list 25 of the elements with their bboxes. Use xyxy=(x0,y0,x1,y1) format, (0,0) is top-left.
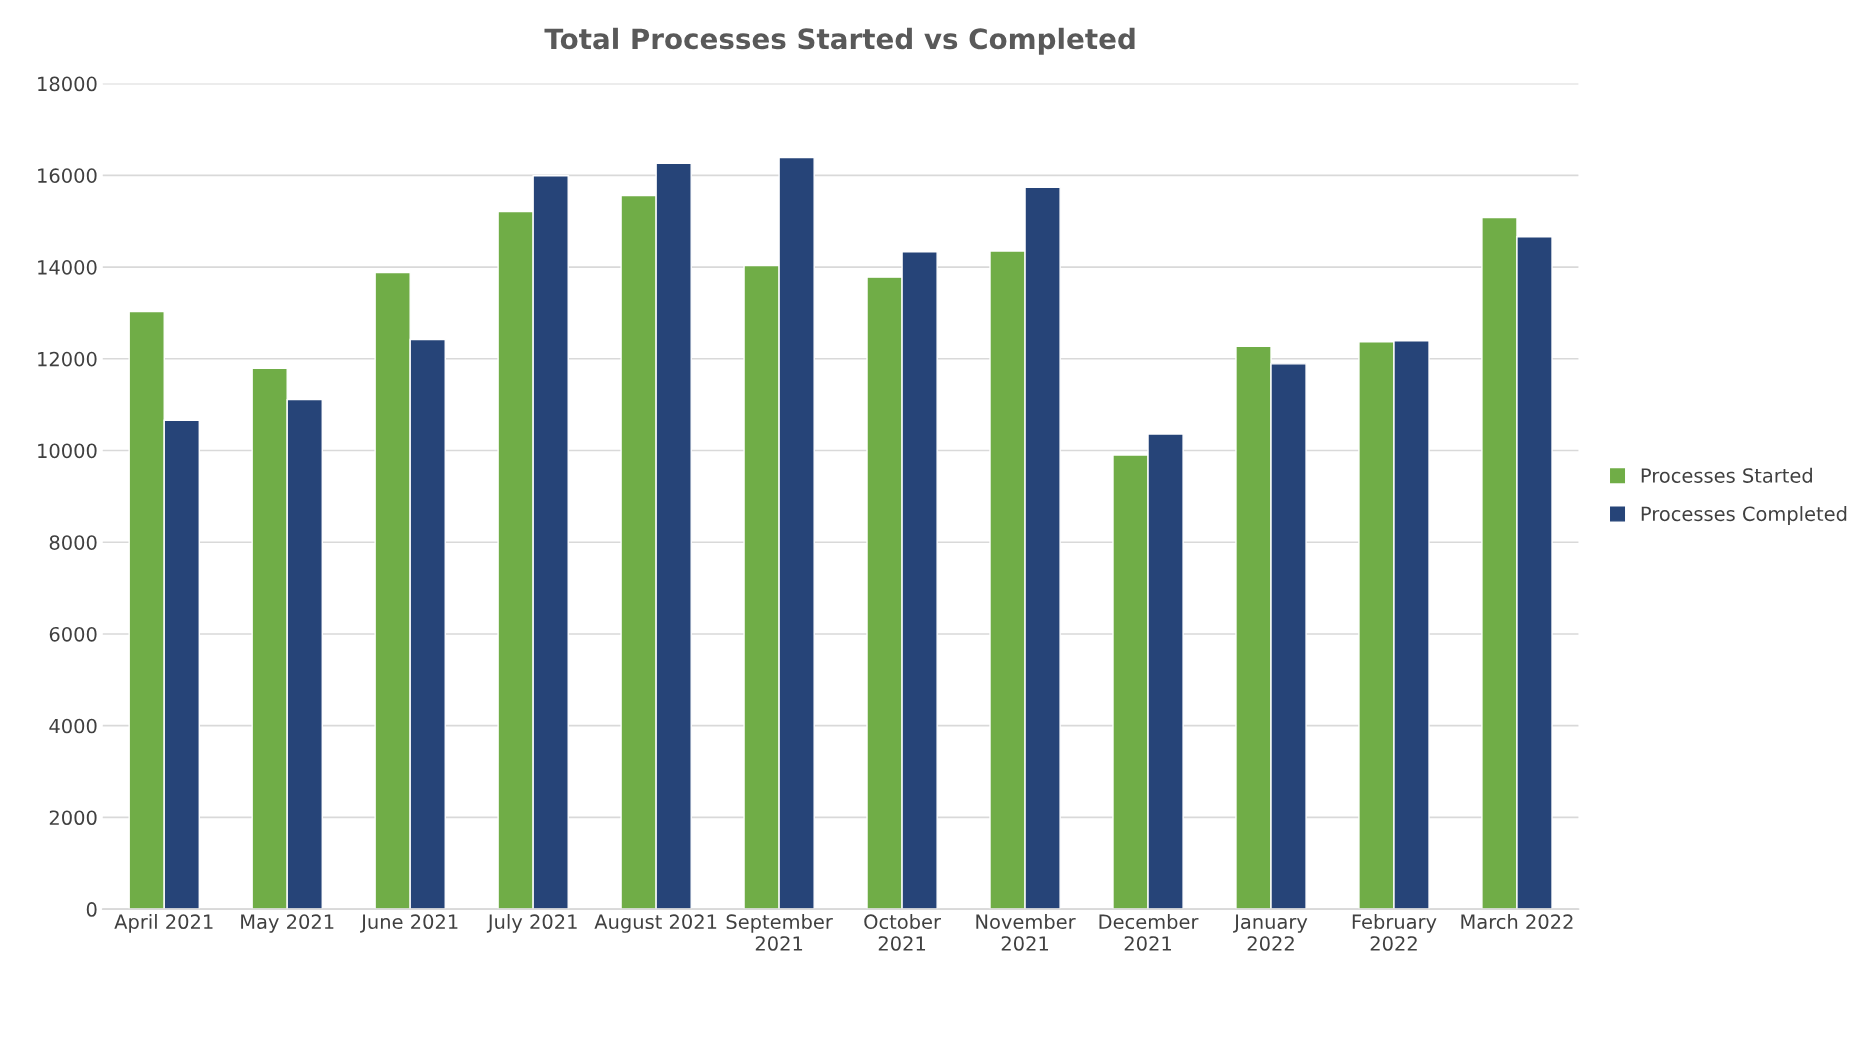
x-tick-label: August 2021 xyxy=(594,914,717,933)
x-tick-label: April 2021 xyxy=(114,914,213,933)
y-tick-label: 6000 xyxy=(49,626,97,642)
x-tick-label: July 2021 xyxy=(486,914,577,933)
x-tick-label: February 2022 xyxy=(1352,914,1437,951)
y-tick-label: 18000 xyxy=(38,76,97,92)
x-tick-label: September 2021 xyxy=(726,914,833,951)
legend-label: Processes Started xyxy=(1641,467,1812,483)
y-tick-label: 16000 xyxy=(38,168,97,183)
x-tick-label: June 2021 xyxy=(360,914,458,933)
y-tick-label: 4000 xyxy=(49,718,97,734)
x-tick-label: January 2022 xyxy=(1233,914,1308,951)
x-tick-label: October 2021 xyxy=(864,914,941,951)
y-tick-label: 14000 xyxy=(38,260,97,275)
chart-title: Total Processes Started vs Completed xyxy=(544,27,1135,55)
x-tick-label: November 2021 xyxy=(976,914,1076,951)
y-tick-label: 2000 xyxy=(49,810,97,826)
legend-label: Processes Completed xyxy=(1641,506,1847,525)
x-tick-label: May 2021 xyxy=(241,914,334,933)
x-tick-label: December 2021 xyxy=(1099,914,1199,951)
y-tick-label: 8000 xyxy=(49,535,97,550)
x-tick-label: March 2022 xyxy=(1461,914,1573,930)
y-tick-label: 12000 xyxy=(38,351,97,367)
y-tick-label: 10000 xyxy=(38,443,97,459)
y-tick-label: 0 xyxy=(86,902,97,917)
